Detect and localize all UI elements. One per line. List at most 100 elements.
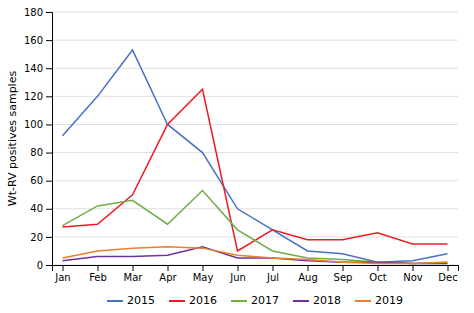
y-tick-label: 160 [24, 35, 43, 46]
x-tick-mark [98, 265, 99, 271]
y-tick-label: 40 [30, 203, 43, 214]
x-tick-mark [378, 265, 379, 271]
x-tick: Dec [438, 265, 457, 283]
x-tick-label: Nov [403, 272, 423, 283]
lines [63, 50, 448, 264]
y-tick-label: 120 [24, 91, 43, 102]
x-tick: Apr [159, 265, 177, 283]
x-tick-label: Dec [438, 272, 457, 283]
y-tick-mark [46, 209, 52, 210]
legend-label: 2018 [313, 294, 341, 307]
x-tick-label: May [193, 272, 214, 283]
legend-label: 2015 [127, 294, 155, 307]
series-line [63, 247, 448, 264]
legend-swatch [293, 300, 309, 302]
legend-item: 2015 [107, 294, 155, 307]
y-tick-mark [46, 181, 52, 182]
grid-line [52, 12, 458, 13]
x-tick-label: Jan [54, 272, 70, 283]
grid-line [52, 208, 458, 209]
y-tick: 80 [30, 147, 52, 158]
x-tick-label: Aug [298, 272, 318, 283]
legend-label: 2017 [251, 294, 279, 307]
x-tick-mark [63, 265, 64, 271]
x-tick-mark [308, 265, 309, 271]
y-tick-mark [46, 12, 52, 13]
x-tick: Mar [124, 265, 144, 283]
grid [52, 12, 458, 265]
grid-line [52, 40, 458, 41]
legend-swatch [169, 300, 185, 302]
x-tick: Sep [334, 265, 353, 283]
legend: 2015 2016 2017 2018 2019 [107, 294, 403, 307]
y-tick: 120 [24, 91, 52, 102]
legend-item: 2017 [231, 294, 279, 307]
legend-swatch [231, 300, 247, 302]
y-tick-label: 80 [30, 147, 43, 158]
y-tick-label: 20 [30, 232, 43, 243]
y-tick: 40 [30, 203, 52, 214]
x-tick: Nov [403, 265, 423, 283]
legend-label: 2016 [189, 294, 217, 307]
legend-swatch [355, 300, 371, 302]
series-line [63, 50, 448, 262]
x-axis: Jan Feb Mar Apr May Jun Jul Aug Sep Oct Nov Dec [53, 265, 459, 283]
y-tick-label: 100 [24, 119, 43, 130]
plot-area: 020406080100120140160180JanFebMarAprMayJ… [24, 7, 459, 283]
grid-line [52, 180, 458, 181]
legend-item: 2016 [169, 294, 217, 307]
y-tick: 100 [24, 119, 52, 130]
x-tick-label: Mar [124, 272, 144, 283]
x-tick: Feb [89, 265, 107, 283]
y-tick-mark [46, 124, 52, 125]
legend-item: 2018 [293, 294, 341, 307]
y-tick-label: 60 [30, 175, 43, 186]
y-tick: 0 [37, 260, 52, 271]
x-tick: Oct [369, 265, 386, 283]
y-axis-title: Wt-RV positives samples [6, 71, 19, 207]
x-tick-mark [203, 265, 204, 271]
y-tick-mark [46, 237, 52, 238]
x-tick: Jun [229, 265, 246, 283]
grid-line [52, 124, 458, 125]
y-axis: 0 20 40 60 80 100 120 140 160 180 [24, 7, 53, 271]
y-tick-mark [46, 68, 52, 69]
x-tick-mark [168, 265, 169, 271]
y-tick-mark [46, 96, 52, 97]
y-tick-label: 0 [37, 260, 43, 271]
legend-swatch [107, 300, 123, 302]
y-axis-line [46, 13, 53, 266]
y-tick: 160 [24, 35, 52, 46]
x-tick-label: Feb [89, 272, 107, 283]
y-tick-label: 180 [24, 7, 43, 18]
series-line [63, 191, 448, 264]
y-tick: 180 [24, 7, 52, 18]
x-tick: Jan [54, 265, 70, 283]
x-tick-label: Jul [266, 272, 279, 283]
x-axis-line [53, 266, 459, 272]
grid-line [52, 236, 458, 237]
legend-label: 2019 [375, 294, 403, 307]
y-tick-mark [46, 265, 52, 266]
x-tick-label: Oct [369, 272, 386, 283]
y-tick: 140 [24, 63, 52, 74]
y-tick-mark [46, 40, 52, 41]
legend-item: 2019 [355, 294, 403, 307]
x-tick-mark [238, 265, 239, 271]
y-tick-label: 140 [24, 63, 43, 74]
y-tick-mark [46, 153, 52, 154]
series-line [63, 89, 448, 251]
x-tick-mark [273, 265, 274, 271]
x-tick-mark [133, 265, 134, 271]
series-line [63, 247, 448, 264]
x-tick-mark [343, 265, 344, 271]
y-tick: 60 [30, 175, 52, 186]
x-tick-label: Apr [159, 272, 177, 283]
x-tick-mark [448, 265, 449, 271]
y-tick: 20 [30, 232, 52, 243]
x-tick: May [193, 265, 214, 283]
x-tick: Jul [266, 265, 279, 283]
grid-line [52, 96, 458, 97]
x-tick-mark [413, 265, 414, 271]
grid-line [52, 152, 458, 153]
